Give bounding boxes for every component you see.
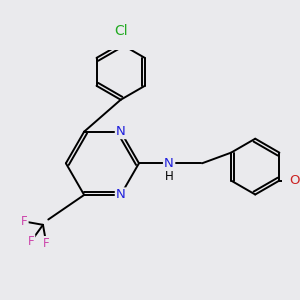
Text: O: O — [289, 174, 299, 187]
Text: N: N — [164, 157, 174, 170]
Text: F: F — [28, 235, 34, 248]
Text: Cl: Cl — [114, 24, 128, 38]
Text: N: N — [116, 125, 126, 138]
Text: H: H — [164, 170, 173, 183]
Text: N: N — [116, 188, 126, 201]
Text: F: F — [21, 215, 28, 228]
Text: F: F — [43, 237, 50, 250]
